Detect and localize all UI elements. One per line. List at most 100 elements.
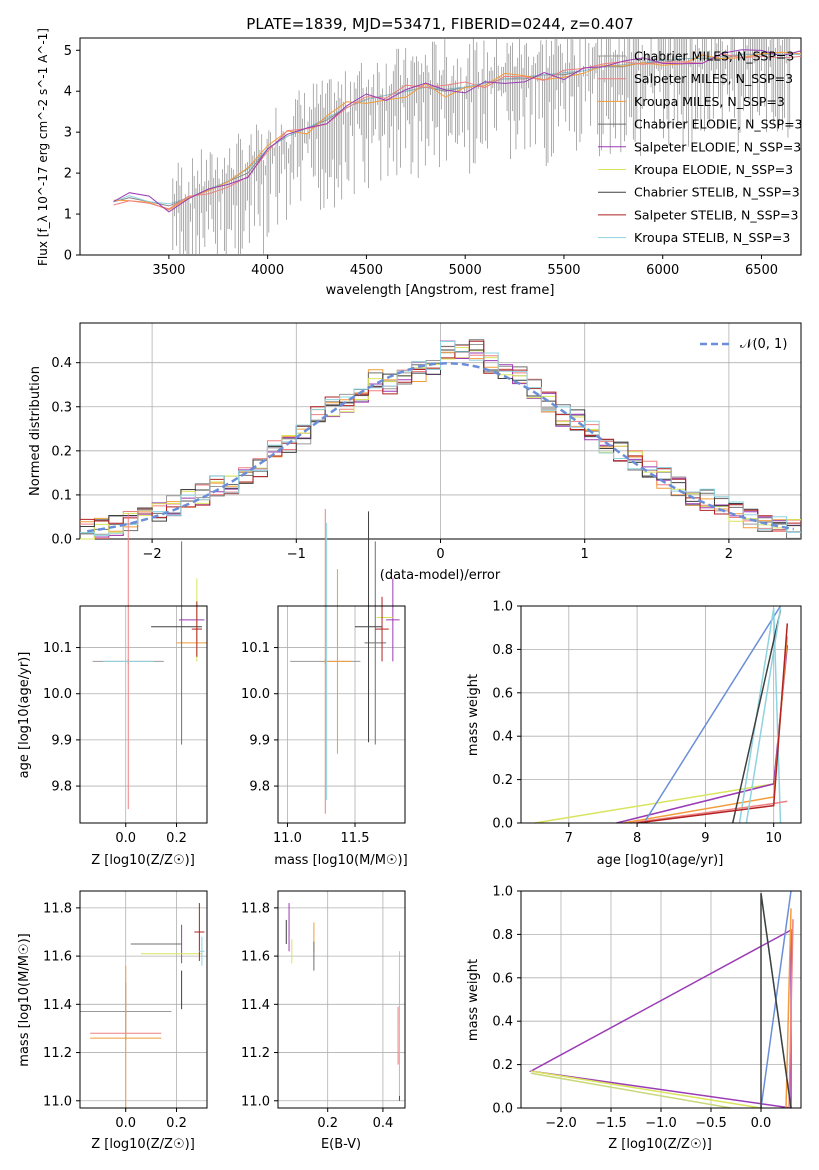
residuals-ytick-label: 0.2 xyxy=(51,444,72,459)
mass-Z-frame xyxy=(79,890,208,1109)
mw-Z-series-line xyxy=(760,893,792,1109)
age-mass-ytick-label: 9.9 xyxy=(249,733,270,748)
age-Z-ylabel: age [log10(age/yr)] xyxy=(17,652,32,779)
mw-age-xtick-label: 8 xyxy=(633,831,641,846)
spectrum-frame xyxy=(79,37,802,256)
mass-weight-vs-age-panel: 7 8 9 10 0.0 0.2 0.4 0.6 0.8 1.0 xyxy=(492,600,802,846)
mass-ebv-xtick-label: 0.2 xyxy=(317,1116,338,1131)
spectrum-legend: Chabrier MILES, N_SSP=3 Salpeter MILES, N… xyxy=(598,49,803,245)
figure-title: PLATE=1839, MJD=53471, FIBERID=0244, z=0… xyxy=(246,15,633,33)
mw-Z-ytick-label: 1.0 xyxy=(492,885,513,900)
mw-age-ytick-label: 0.2 xyxy=(492,773,513,788)
age-Z-ytick-label: 10.1 xyxy=(43,641,72,656)
mw-age-ytick-label: 0.0 xyxy=(492,817,513,832)
mw-Z-xtick-label: 0.0 xyxy=(751,1116,772,1131)
mass-Z-ytick-label: 11.2 xyxy=(43,1046,72,1061)
spectrum-ytick-label: 1 xyxy=(64,208,72,223)
age-Z-xtick-label: 0.2 xyxy=(166,831,187,846)
mw-age-xtick-label: 10 xyxy=(765,831,782,846)
mass-ebv-ytick-label: 11.4 xyxy=(241,998,270,1013)
age-mass-ytick-label: 10.1 xyxy=(241,641,270,656)
mw-age-xtick-label: 7 xyxy=(565,831,573,846)
spectrum-legend-label: Kroupa STELIB, N_SSP=3 xyxy=(634,230,790,245)
age-mass-ytick-label: 10.0 xyxy=(241,687,270,702)
mass-weight-vs-metallicity-panel: −2.0 −1.5 −1.0 −0.5 0.0 0.0 0.2 0.4 0.6 0.8 1.0 xyxy=(492,885,802,1131)
spectrum-xtick-label: 3500 xyxy=(152,263,185,278)
mass-ebv-ytick-label: 11.0 xyxy=(241,1094,270,1109)
spectrum-yticks: 0 1 2 3 4 5 xyxy=(64,44,80,264)
mw-Z-xtick-label: −2.0 xyxy=(545,1116,577,1131)
spectrum-xtick-label: 5000 xyxy=(449,263,482,278)
mass-ebv-xtick-label: 0.4 xyxy=(373,1116,394,1131)
age-Z-xtick-label: 0.0 xyxy=(115,831,136,846)
residuals-ytick-label: 0.1 xyxy=(51,488,72,503)
age-mass-xlabel: mass [log10(M/M☉)] xyxy=(274,853,407,868)
mass-Z-ytick-label: 11.6 xyxy=(43,950,72,965)
residuals-xtick-label: 2 xyxy=(725,547,733,562)
mass-vs-metallicity-panel: 0.0 0.2 11.0 11.2 11.4 11.6 11.8 xyxy=(43,890,208,1131)
age-mass-xtick-label: 11.5 xyxy=(341,831,370,846)
residuals-plot xyxy=(80,339,801,540)
spectrum-xticks: 3500 4000 4500 5000 5500 6000 6500 xyxy=(152,255,778,278)
residuals-ytick-label: 0.4 xyxy=(51,356,72,371)
residuals-yticks: 0.0 0.1 0.2 0.3 0.4 xyxy=(51,356,80,548)
spectrum-xtick-label: 4000 xyxy=(251,263,284,278)
spectrum-xlabel: wavelength [Angstrom, rest frame] xyxy=(326,283,555,298)
age-mass-frame xyxy=(277,605,406,824)
spectrum-ytick-label: 5 xyxy=(64,44,72,59)
residuals-panel: −2 −1 0 1 2 0.0 0.1 0.2 0.3 0.4 (data-model)/err… xyxy=(28,322,802,583)
spectrum-xtick-label: 6500 xyxy=(745,263,778,278)
mw-age-xlabel: age [log10(age/yr)] xyxy=(597,853,724,868)
spectrum-ylabel: Flux [f_λ 10^-17 erg cm^-2 s^-1 A^-1] xyxy=(36,28,50,266)
mw-Z-series-line xyxy=(530,1072,732,1109)
mass-vs-ebv-panel: 0.2 0.4 11.0 11.2 11.4 11.6 11.8 xyxy=(241,890,406,1131)
spectrum-legend-label: Kroupa ELODIE, N_SSP=3 xyxy=(634,162,793,177)
residuals-xtick-label: −2 xyxy=(143,547,162,562)
mw-Z-ylabel: mass weight xyxy=(466,959,481,1041)
age-mass-xtick-label: 11.0 xyxy=(273,831,302,846)
age-Z-ytick-label: 9.8 xyxy=(51,780,72,795)
spectrum-panel: 3500 4000 4500 5000 5500 6000 6500 0 1 2 3 4 5 wave… xyxy=(36,28,803,298)
mw-age-series-line xyxy=(731,610,782,824)
spectrum-ytick-label: 2 xyxy=(64,167,72,182)
age-Z-ytick-label: 10.0 xyxy=(43,687,72,702)
residuals-xticks: −2 −1 0 1 2 xyxy=(143,539,733,562)
spectrum-model-line xyxy=(113,49,802,213)
age-vs-mass-panel: 11.0 11.5 9.8 9.9 10.0 10.1 xyxy=(241,509,406,846)
mw-age-ytick-label: 0.8 xyxy=(492,643,513,658)
mw-age-series-line xyxy=(745,608,782,824)
spectrum-legend-label: Salpeter MILES, N_SSP=3 xyxy=(634,71,793,86)
residuals-legend-label: 𝒩(0, 1) xyxy=(740,337,787,352)
spectrum-xtick-label: 5500 xyxy=(547,263,580,278)
mass-Z-ytick-label: 11.4 xyxy=(43,998,72,1013)
mw-age-series-line xyxy=(643,605,782,824)
spectrum-model-line xyxy=(113,53,802,210)
mass-ebv-frame xyxy=(277,890,406,1109)
spectrum-legend-label: Salpeter ELODIE, N_SSP=3 xyxy=(634,139,801,154)
mw-age-frame xyxy=(520,605,802,824)
spectrum-legend-label: Kroupa MILES, N_SSP=3 xyxy=(634,94,785,109)
mw-Z-ytick-label: 0.4 xyxy=(492,1015,513,1030)
age-Z-frame xyxy=(79,605,208,824)
residuals-ytick-label: 0.3 xyxy=(51,400,72,415)
mass-Z-ytick-label: 11.0 xyxy=(43,1094,72,1109)
mass-Z-xtick-label: 0.0 xyxy=(115,1116,136,1131)
mw-age-ytick-label: 1.0 xyxy=(492,600,513,615)
mw-age-ylabel: mass weight xyxy=(466,674,481,756)
spectrum-xtick-label: 6000 xyxy=(646,263,679,278)
spectrum-legend-label: Chabrier MILES, N_SSP=3 xyxy=(634,49,794,64)
spectrum-ytick-label: 3 xyxy=(64,126,72,141)
age-vs-metallicity-panel: 0.0 0.2 9.8 9.9 10.0 10.1 xyxy=(43,513,208,846)
mw-Z-xlabel: Z [log10(Z/Z☉)] xyxy=(608,1137,712,1152)
mw-age-ytick-label: 0.4 xyxy=(492,730,513,745)
mw-Z-series-line xyxy=(788,919,794,1109)
spectrum-legend-label: Chabrier STELIB, N_SSP=3 xyxy=(634,185,800,200)
mw-age-series-line xyxy=(630,800,788,824)
age-mass-ytick-label: 9.8 xyxy=(249,780,270,795)
mw-age-series-line xyxy=(637,623,789,824)
mass-ebv-ytick-label: 11.6 xyxy=(241,950,270,965)
mass-ebv-ytick-label: 11.8 xyxy=(241,901,270,916)
mass-ebv-xlabel: E(B-V) xyxy=(321,1137,361,1152)
residuals-xlabel: (data-model)/error xyxy=(380,568,501,583)
